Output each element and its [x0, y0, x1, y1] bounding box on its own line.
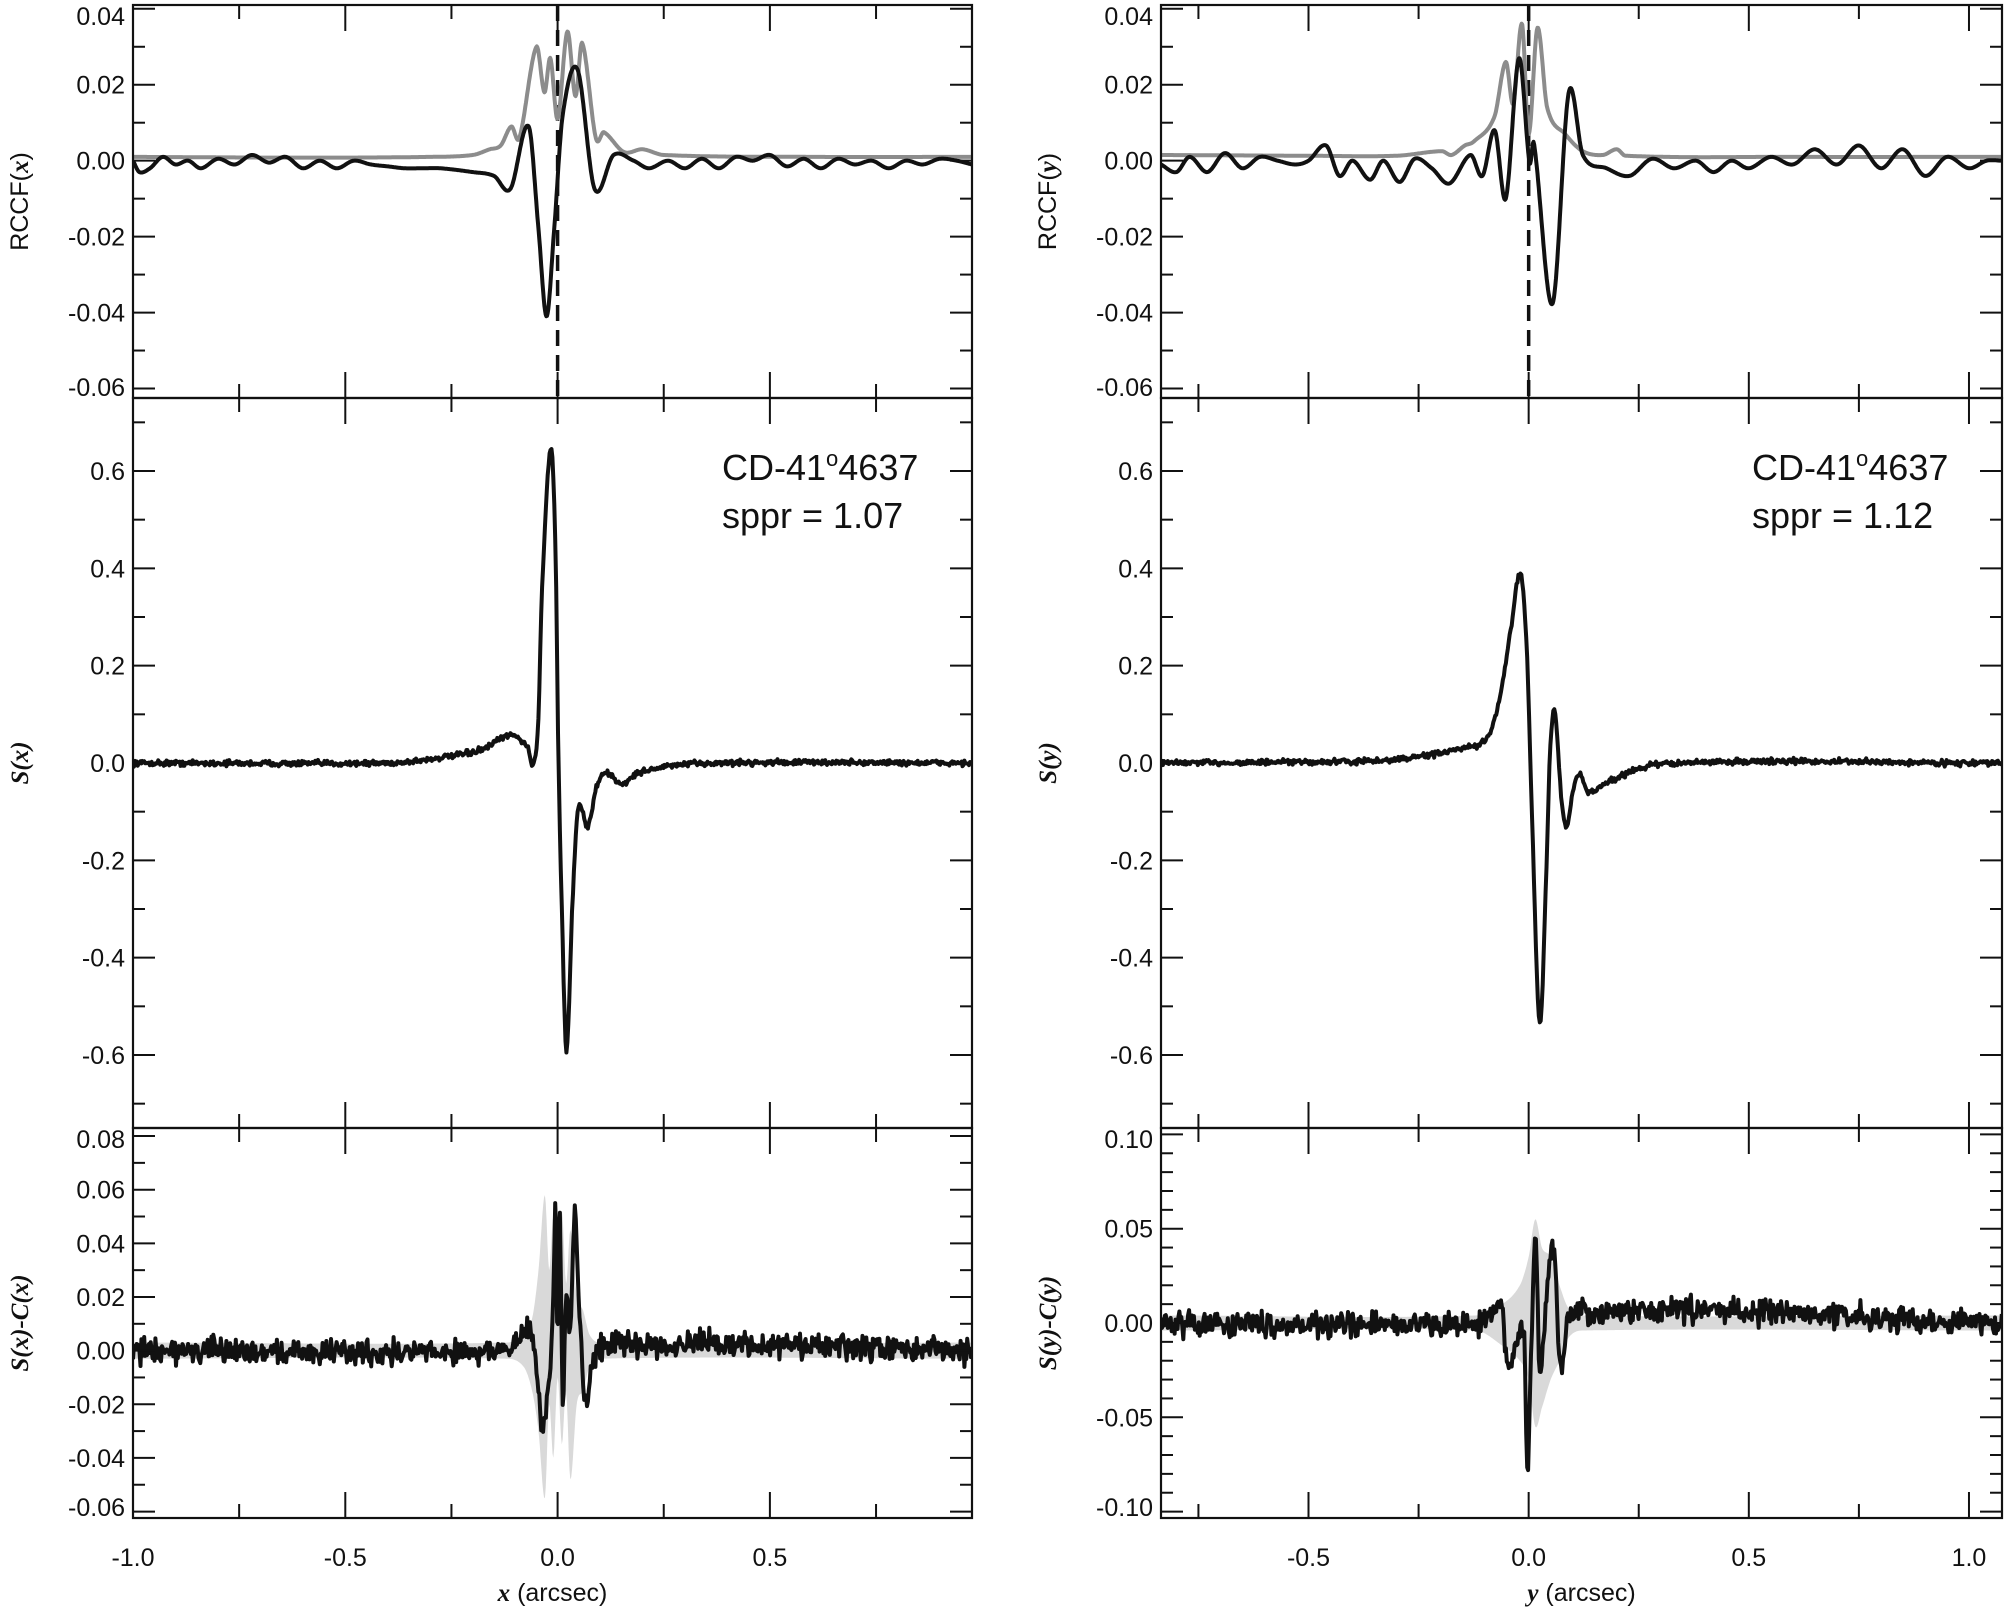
- y-tick-label: -0.02: [68, 224, 125, 252]
- star-name-prefix: CD-41: [722, 447, 826, 488]
- y-tick-label: -0.10: [1096, 1494, 1153, 1522]
- plot-area: [1161, 5, 2002, 398]
- y-axis-suffix: ): [6, 152, 34, 160]
- series-gray: [1161, 21, 2002, 160]
- y-tick-label: -0.06: [1096, 374, 1153, 402]
- panel-rccf_x: 0.04 0.02 0.00 -0.02 -0.04 -0.06 RCCF(x): [6, 3, 974, 402]
- panel-resid_y: 0.10 0.05 0.00 -0.05 -0.10 -0.5 0.0 0.5 1.0 y (ar…: [1035, 1126, 2004, 1607]
- y-axis-prefix: RCCF(: [1034, 172, 1062, 250]
- star-name-label: CD-41o4637: [722, 446, 918, 488]
- plot-area: [133, 5, 972, 398]
- y-axis-title: S(x)-C(x): [7, 1274, 34, 1371]
- degree-symbol: o: [826, 446, 838, 471]
- y-tick-label: 0.2: [1118, 653, 1153, 681]
- y-tick-label: 0.06: [76, 1177, 125, 1205]
- y-tick-label: 0.6: [1118, 458, 1153, 486]
- x-axis-variable: y: [1524, 1580, 1539, 1607]
- x-axis-unit: (arcsec): [510, 1579, 607, 1607]
- x-axis-variable: x: [497, 1580, 511, 1607]
- x-axis-unit: (arcsec): [1538, 1579, 1635, 1607]
- series-gray: [133, 29, 972, 160]
- uncertainty-band: [1161, 1219, 2002, 1428]
- y-tick-label: 0.0: [1118, 750, 1153, 778]
- y-tick-label: -0.06: [68, 374, 125, 402]
- star-name-label: CD-41o4637: [1752, 446, 1948, 488]
- sppr-label: sppr = 1.07: [722, 495, 903, 536]
- y-tick-label: 0.02: [76, 72, 125, 100]
- panel-resid_x: 0.08 0.06 0.04 0.02 0.00 -0.02 -0.04 -0.06 -1.0 -…: [7, 1126, 974, 1607]
- y-tick-label: 0.00: [1104, 1310, 1153, 1338]
- plot-area: [133, 447, 972, 1055]
- panel-s_x: 0.6 0.4 0.2 0.0 -0.2 -0.4 -0.6 S(x) CD-41o4637 sp…: [7, 396, 974, 1130]
- y-tick-label: -0.04: [1096, 300, 1153, 328]
- series-black: [133, 64, 972, 319]
- y-axis-title: S(x): [7, 741, 34, 784]
- y-tick-label: 0.00: [76, 1338, 125, 1366]
- star-name-prefix: CD-41: [1752, 447, 1856, 488]
- y-tick-label: 0.02: [76, 1284, 125, 1312]
- y-tick-label: 0.04: [76, 1230, 125, 1258]
- series-residual: [133, 1201, 972, 1434]
- y-tick-label: 0.02: [1104, 72, 1153, 100]
- y-tick-label: 0.00: [1104, 148, 1153, 176]
- x-axis-title: y (arcsec): [1524, 1579, 1635, 1607]
- y-tick-label: 0.0: [90, 750, 125, 778]
- panel-rccf_y: 0.04 0.02 0.00 -0.02 -0.04 -0.06 RCCF(y): [1034, 3, 2004, 402]
- y-tick-label: 0.2: [90, 653, 125, 681]
- series-S: [133, 447, 972, 1055]
- plot-area: [1161, 571, 2002, 1025]
- y-tick-label: -0.02: [1096, 224, 1153, 252]
- y-axis-variable: y: [1035, 160, 1062, 175]
- y-tick-label: -0.6: [82, 1042, 125, 1070]
- series-S: [1161, 571, 2002, 1025]
- y-tick-label: 0.4: [1118, 555, 1153, 583]
- plot-area: [1161, 1219, 2002, 1473]
- y-axis-title: S(y)-C(y): [1035, 1276, 1062, 1370]
- degree-symbol: o: [1856, 446, 1868, 471]
- y-tick-label: 0.10: [1104, 1126, 1153, 1154]
- series-residual: [1161, 1236, 2002, 1473]
- plot-frame: [1159, 3, 2004, 400]
- y-tick-label: 0.00: [76, 148, 125, 176]
- y-tick-label: -0.6: [1110, 1042, 1153, 1070]
- y-tick-label: 0.04: [1104, 3, 1153, 31]
- y-tick-label: -0.4: [82, 945, 125, 973]
- y-tick-label: 0.4: [90, 555, 125, 583]
- y-tick-label: 0.04: [76, 3, 125, 31]
- y-axis-title: RCCF(y): [1034, 153, 1062, 250]
- y-tick-label: -0.2: [1110, 847, 1153, 875]
- y-tick-label: -0.2: [82, 847, 125, 875]
- x-tick-label: -0.5: [324, 1544, 367, 1572]
- y-tick-label: 0.05: [1104, 1216, 1153, 1244]
- y-tick-label: 0.08: [76, 1126, 125, 1154]
- x-tick-label: 0.0: [540, 1544, 575, 1572]
- y-tick-label: -0.06: [68, 1494, 125, 1522]
- y-tick-label: -0.05: [1096, 1404, 1153, 1432]
- y-tick-label: 0.6: [90, 458, 125, 486]
- x-tick-label: 0.0: [1511, 1544, 1546, 1572]
- panel-s_y: 0.6 0.4 0.2 0.0 -0.2 -0.4 -0.6 S(y) CD-41o4637 sp…: [1035, 396, 2004, 1130]
- y-axis-title: S(y): [1035, 742, 1062, 784]
- x-tick-label: -0.5: [1287, 1544, 1330, 1572]
- y-tick-label: -0.04: [68, 1445, 125, 1473]
- y-tick-label: -0.04: [68, 300, 125, 328]
- plot-area: [133, 1195, 972, 1499]
- x-axis-title: x (arcsec): [497, 1579, 608, 1607]
- y-axis-variable: x: [7, 161, 34, 175]
- x-tick-label: 1.0: [1952, 1544, 1987, 1572]
- x-tick-label: 0.5: [753, 1544, 788, 1572]
- y-axis-suffix: ): [1034, 153, 1062, 161]
- y-tick-label: -0.4: [1110, 945, 1153, 973]
- y-axis-prefix: RCCF(: [6, 172, 34, 250]
- star-name-suffix: 4637: [1868, 447, 1948, 488]
- star-name-suffix: 4637: [838, 447, 918, 488]
- sppr-label: sppr = 1.12: [1752, 495, 1933, 536]
- y-axis-title: RCCF(x): [6, 152, 34, 251]
- x-tick-label: -1.0: [111, 1544, 154, 1572]
- series-black: [1161, 56, 2002, 307]
- y-tick-label: -0.02: [68, 1391, 125, 1419]
- x-tick-label: 0.5: [1731, 1544, 1766, 1572]
